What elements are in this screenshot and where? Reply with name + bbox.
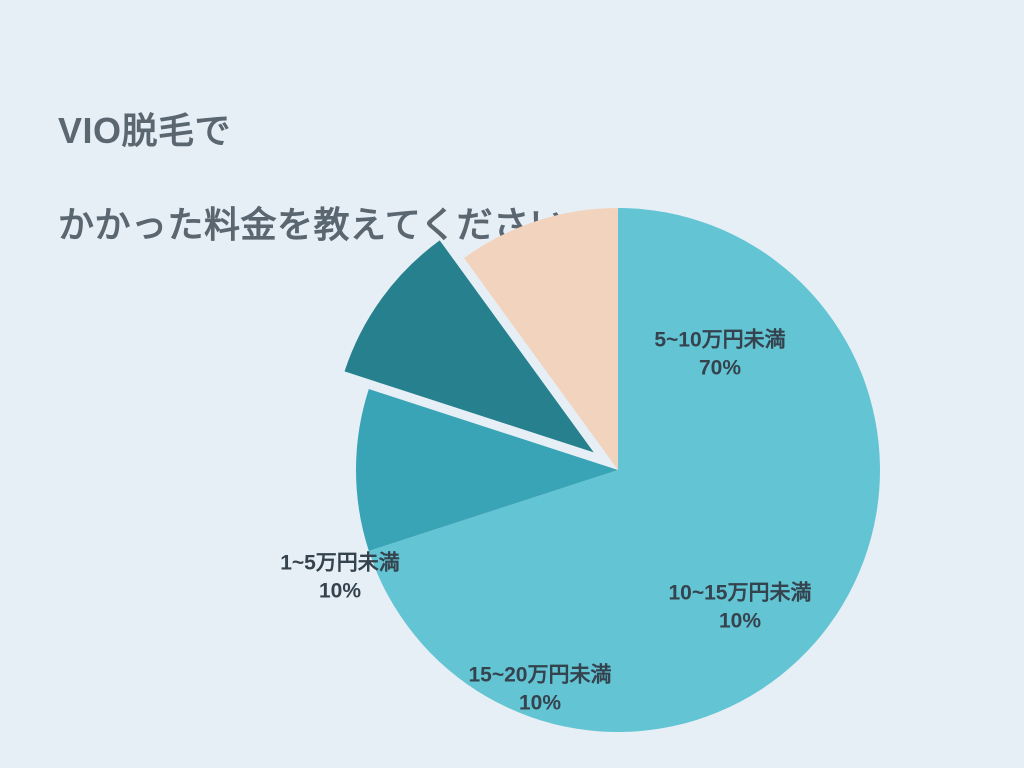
pie-label-percent: 70% bbox=[654, 355, 785, 383]
pie-label-percent: 10% bbox=[669, 608, 812, 636]
pie-label-text: 15~20万円未満 bbox=[469, 662, 612, 690]
pie-label-text: 5~10万円未満 bbox=[654, 327, 785, 355]
pie-label-range-1-5: 1~5万円未満10% bbox=[280, 550, 400, 607]
pie-label-range-15-20: 15~20万円未満10% bbox=[469, 662, 612, 719]
pie-label-range-10-15: 10~15万円未満10% bbox=[669, 580, 812, 637]
title-line-1: VIO脱毛で bbox=[58, 110, 231, 151]
pie-label-percent: 10% bbox=[469, 690, 612, 718]
pie-label-range-5-10: 5~10万円未満70% bbox=[654, 327, 785, 384]
pie-label-text: 10~15万円未満 bbox=[669, 580, 812, 608]
pie-chart bbox=[276, 128, 960, 768]
pie-label-percent: 10% bbox=[280, 578, 400, 606]
pie-label-text: 1~5万円未満 bbox=[280, 550, 400, 578]
